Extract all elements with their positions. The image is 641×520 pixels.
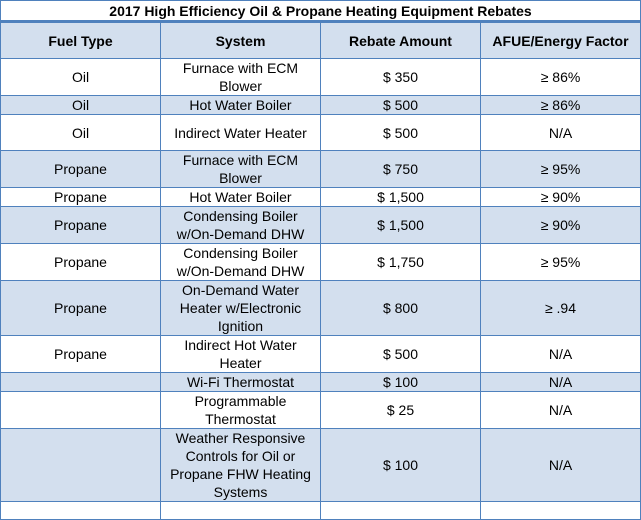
table-row	[0, 501, 641, 520]
table-row: Propane Furnace with ECM Blower $ 750 ≥ 95%	[0, 150, 641, 188]
rebate-amount-cell: $ 500	[320, 95, 481, 115]
table-row: Oil Furnace with ECM Blower $ 350 ≥ 86%	[0, 58, 641, 96]
afue-cell: N/A	[480, 114, 641, 151]
fuel-type-cell: Propane	[0, 206, 161, 244]
system-cell: Wi-Fi Thermostat	[160, 372, 321, 392]
rebate-amount-cell: $ 25	[320, 391, 481, 429]
system-cell: Indirect Hot Water Heater	[160, 335, 321, 373]
table-row: Propane Hot Water Boiler $ 1,500 ≥ 90%	[0, 187, 641, 207]
fuel-type-cell: Propane	[0, 280, 161, 336]
table-body: Oil Furnace with ECM Blower $ 350 ≥ 86% Oil H…	[0, 58, 641, 520]
system-cell: Weather Responsive Controls for Oil or P…	[160, 428, 321, 502]
afue-cell: N/A	[480, 335, 641, 373]
fuel-type-cell	[0, 391, 161, 429]
table-row: Oil Hot Water Boiler $ 500 ≥ 86%	[0, 95, 641, 115]
fuel-type-cell: Oil	[0, 95, 161, 115]
afue-cell: N/A	[480, 428, 641, 502]
table-row: Propane Indirect Hot Water Heater $ 500 N/A	[0, 335, 641, 373]
table-row: Programmable Thermostat $ 25 N/A	[0, 391, 641, 429]
column-header-rebate-amount: Rebate Amount	[320, 21, 481, 59]
afue-cell: ≥ 90%	[480, 206, 641, 244]
fuel-type-cell: Oil	[0, 58, 161, 96]
fuel-type-cell: Propane	[0, 243, 161, 281]
fuel-type-cell	[0, 372, 161, 392]
afue-cell: N/A	[480, 372, 641, 392]
fuel-type-cell: Propane	[0, 335, 161, 373]
rebate-amount-cell: $ 100	[320, 428, 481, 502]
system-cell: On-Demand Water Heater w/Electronic Igni…	[160, 280, 321, 336]
system-cell: Indirect Water Heater	[160, 114, 321, 151]
rebate-amount-cell: $ 1,750	[320, 243, 481, 281]
rebate-amount-cell: $ 500	[320, 335, 481, 373]
table-title: 2017 High Efficiency Oil & Propane Heati…	[0, 0, 641, 23]
rebate-amount-cell	[320, 501, 481, 520]
rebate-amount-cell: $ 1,500	[320, 206, 481, 244]
afue-cell: ≥ 95%	[480, 243, 641, 281]
column-header-afue: AFUE/Energy Factor	[480, 21, 641, 59]
rebate-amount-cell: $ 350	[320, 58, 481, 96]
system-cell: Hot Water Boiler	[160, 187, 321, 207]
afue-cell: N/A	[480, 391, 641, 429]
column-header-system: System	[160, 21, 321, 59]
afue-cell: ≥ .94	[480, 280, 641, 336]
rebate-amount-cell: $ 500	[320, 114, 481, 151]
fuel-type-cell	[0, 501, 161, 520]
rebate-amount-cell: $ 100	[320, 372, 481, 392]
table-row: Weather Responsive Controls for Oil or P…	[0, 428, 641, 502]
table-row: Oil Indirect Water Heater $ 500 N/A	[0, 114, 641, 151]
system-cell	[160, 501, 321, 520]
afue-cell: ≥ 95%	[480, 150, 641, 188]
rebate-amount-cell: $ 800	[320, 280, 481, 336]
table-row: Propane Condensing Boiler w/On-Demand DHW…	[0, 206, 641, 244]
system-cell: Furnace with ECM Blower	[160, 150, 321, 188]
system-cell: Condensing Boiler w/On-Demand DHW	[160, 206, 321, 244]
table-row: Propane Condensing Boiler w/On-Demand DHW…	[0, 243, 641, 281]
system-cell: Furnace with ECM Blower	[160, 58, 321, 96]
fuel-type-cell: Propane	[0, 187, 161, 207]
fuel-type-cell	[0, 428, 161, 502]
column-header-fuel-type: Fuel Type	[0, 21, 161, 59]
afue-cell: ≥ 86%	[480, 95, 641, 115]
rebate-amount-cell: $ 750	[320, 150, 481, 188]
afue-cell	[480, 501, 641, 520]
system-cell: Condensing Boiler w/On-Demand DHW	[160, 243, 321, 281]
fuel-type-cell: Propane	[0, 150, 161, 188]
afue-cell: ≥ 86%	[480, 58, 641, 96]
afue-cell: ≥ 90%	[480, 187, 641, 207]
rebate-amount-cell: $ 1,500	[320, 187, 481, 207]
system-cell: Hot Water Boiler	[160, 95, 321, 115]
table-row: Propane On-Demand Water Heater w/Electron…	[0, 280, 641, 336]
table-row: Wi-Fi Thermostat $ 100 N/A	[0, 372, 641, 392]
system-cell: Programmable Thermostat	[160, 391, 321, 429]
header-row: Fuel Type System Rebate Amount AFUE/Ener…	[0, 21, 641, 59]
fuel-type-cell: Oil	[0, 114, 161, 151]
